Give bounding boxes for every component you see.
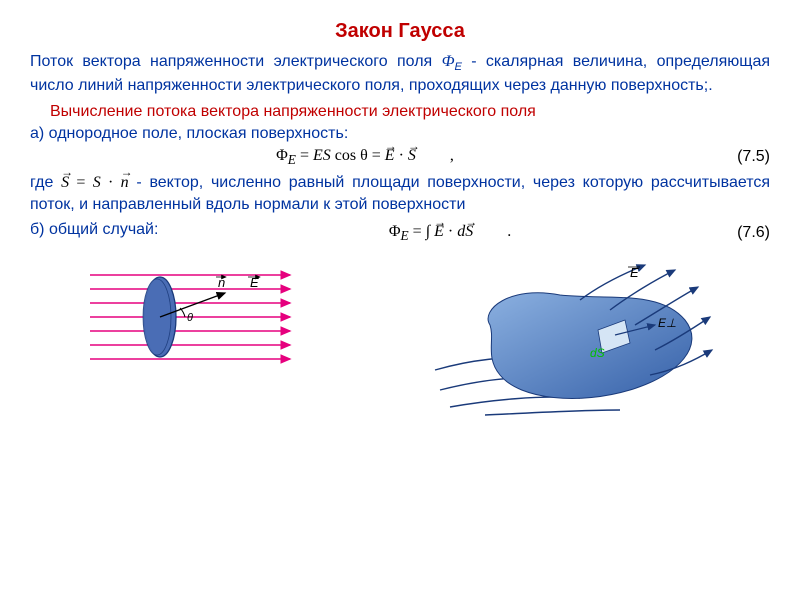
figure-a-uniform-field: θ n E xyxy=(80,255,320,385)
subheading-1: Вычисление потока вектора напряженности … xyxy=(30,103,770,121)
eq76-formula: ΦE = ∫ E · dS xyxy=(389,223,473,240)
figure-b-group: dS E⊥ E xyxy=(435,265,712,415)
eq75-comma: , xyxy=(450,147,454,164)
gde-formula: S = S · n xyxy=(61,174,129,191)
intro-prefix: Поток вектора напряженности электрическо… xyxy=(30,53,442,70)
case-a-label: а) однородное поле, плоская поверхность: xyxy=(30,125,770,143)
figure-b-general-surface: dS E⊥ E xyxy=(420,255,720,425)
equation-7-5-row: ΦE = ES cos θ = E · S , (7.5) xyxy=(30,147,770,168)
eq76-number: (7.6) xyxy=(700,224,770,242)
disk-front xyxy=(143,279,171,355)
E-perp-label: E⊥ xyxy=(658,316,676,330)
figure-a-group: θ n E xyxy=(90,275,290,359)
gde-paragraph: где S = S · n - вектор, численно равный … xyxy=(30,172,770,215)
case-b-label: б) общий случай: xyxy=(30,221,200,239)
gde-suffix: - вектор, численно равный площади поверх… xyxy=(30,174,770,213)
phi-symbol: Ф xyxy=(442,53,455,70)
page-title: Закон Гаусса xyxy=(30,20,770,43)
equation-7-6: ΦE = ∫ E · dS . xyxy=(200,223,700,244)
eq75-formula: ΦE = ES cos θ = E · S xyxy=(276,147,416,164)
figures-row: θ n E xyxy=(30,255,770,425)
gde-prefix: где xyxy=(30,174,61,191)
intro-paragraph: Поток вектора напряженности электрическо… xyxy=(30,51,770,97)
theta-label: θ xyxy=(187,312,193,324)
case-b-row: б) общий случай: ΦE = ∫ E · dS . (7.6) xyxy=(30,221,770,245)
phi-sub: E xyxy=(454,61,461,73)
eq75-number: (7.5) xyxy=(700,148,770,166)
ds-label: dS xyxy=(590,346,605,360)
eq76-dot: . xyxy=(507,223,511,240)
